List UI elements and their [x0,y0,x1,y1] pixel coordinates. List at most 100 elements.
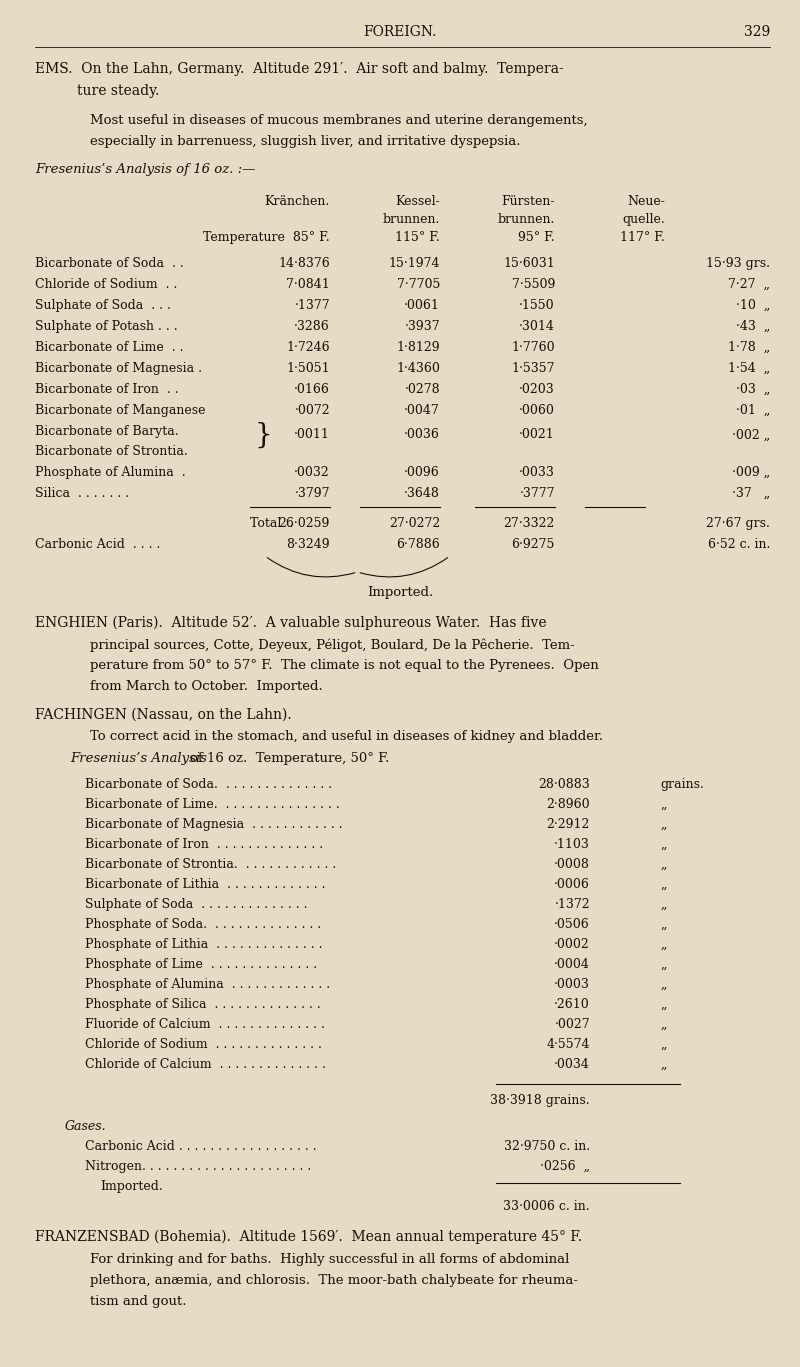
Text: „: „ [660,817,666,831]
Text: „: „ [660,858,666,871]
Text: Bicarbonate of Magnesia  . . . . . . . . . . . .: Bicarbonate of Magnesia . . . . . . . . … [85,817,342,831]
Text: Bicarbonate of Soda  . .: Bicarbonate of Soda . . [35,257,184,271]
Text: ·0166: ·0166 [294,383,330,396]
Text: ·0096: ·0096 [404,466,440,478]
Text: ·3648: ·3648 [404,487,440,500]
Text: ·002 „: ·002 „ [732,428,770,442]
Text: 115° F.: 115° F. [395,231,440,243]
Text: 1·4360: 1·4360 [396,362,440,375]
Text: Fürsten-: Fürsten- [502,195,555,208]
Text: ·3797: ·3797 [294,487,330,500]
Text: ·0278: ·0278 [404,383,440,396]
Text: 2·2912: 2·2912 [546,817,590,831]
Text: EMS.  On the Lahn, Germany.  Altitude 291′.  Air soft and balmy.  Tempera-: EMS. On the Lahn, Germany. Altitude 291′… [35,62,564,77]
Text: Neue-: Neue- [627,195,665,208]
Text: 15·93 grs.: 15·93 grs. [706,257,770,271]
Text: ·0011: ·0011 [294,428,330,442]
Text: Phosphate of Lime  . . . . . . . . . . . . . .: Phosphate of Lime . . . . . . . . . . . … [85,958,317,971]
Text: For drinking and for baths.  Highly successful in all forms of abdominal: For drinking and for baths. Highly succe… [90,1254,570,1266]
Text: Sulphate of Potash . . .: Sulphate of Potash . . . [35,320,178,334]
Text: ·1103: ·1103 [554,838,590,852]
Text: Imported.: Imported. [100,1180,162,1193]
Text: 1·8129: 1·8129 [396,340,440,354]
Text: ·0033: ·0033 [519,466,555,478]
Text: Phosphate of Alumina  .: Phosphate of Alumina . [35,466,186,478]
Text: ·43  „: ·43 „ [736,320,770,334]
Text: FRANZENSBAD (Bohemia).  Altitude 1569′.  Mean annual temperature 45° F.: FRANZENSBAD (Bohemia). Altitude 1569′. M… [35,1230,582,1244]
Text: ENGHIEN (Paris).  Altitude 52′.  A valuable sulphureous Water.  Has five: ENGHIEN (Paris). Altitude 52′. A valuabl… [35,617,546,630]
Text: Sulphate of Soda  . . .: Sulphate of Soda . . . [35,299,171,312]
Text: 33·0006 c. in.: 33·0006 c. in. [503,1200,590,1213]
Text: 7·7705: 7·7705 [397,278,440,291]
Text: ·1372: ·1372 [554,898,590,910]
Text: ·3286: ·3286 [294,320,330,334]
Text: ·0021: ·0021 [519,428,555,442]
Text: Bicarbonate of Iron  . . . . . . . . . . . . . .: Bicarbonate of Iron . . . . . . . . . . … [85,838,323,852]
Text: principal sources, Cotte, Deyeux, Péligot, Boulard, De la Pêcherie.  Tem-: principal sources, Cotte, Deyeux, Péligo… [90,638,574,652]
Text: ·0203: ·0203 [519,383,555,396]
Text: 7·5509: 7·5509 [512,278,555,291]
Text: 27·67 grs.: 27·67 grs. [706,517,770,530]
Text: 95° F.: 95° F. [518,231,555,243]
Text: ·3777: ·3777 [519,487,555,500]
Text: „: „ [660,977,666,991]
Text: Silica  . . . . . . .: Silica . . . . . . . [35,487,129,500]
Text: „: „ [660,1018,666,1031]
Text: FACHINGEN (Nassau, on the Lahn).: FACHINGEN (Nassau, on the Lahn). [35,708,292,722]
Text: „: „ [660,878,666,891]
Text: 1·5357: 1·5357 [511,362,555,375]
Text: Temperature  85° F.: Temperature 85° F. [203,231,330,243]
Text: ·1377: ·1377 [294,299,330,312]
Text: 32·9750 c. in.: 32·9750 c. in. [504,1140,590,1152]
Text: „: „ [660,898,666,910]
Text: ·0004: ·0004 [554,958,590,971]
Text: „: „ [660,1058,666,1070]
Text: ·1550: ·1550 [519,299,555,312]
Text: grains.: grains. [660,778,704,791]
Text: ·0061: ·0061 [404,299,440,312]
Text: ·03  „: ·03 „ [736,383,770,396]
Text: Bicarbonate of Baryta.: Bicarbonate of Baryta. [35,425,178,437]
Text: Bicarbonate of Soda.  . . . . . . . . . . . . . .: Bicarbonate of Soda. . . . . . . . . . .… [85,778,332,791]
Text: 27·3322: 27·3322 [504,517,555,530]
Text: from March to October.  Imported.: from March to October. Imported. [90,679,322,693]
Text: ·0036: ·0036 [404,428,440,442]
Text: Most useful in diseases of mucous membranes and uterine derangements,: Most useful in diseases of mucous membra… [90,113,588,127]
Text: Imported.: Imported. [367,586,433,599]
Text: ·0008: ·0008 [554,858,590,871]
Text: 15·6031: 15·6031 [503,257,555,271]
Text: 7·0841: 7·0841 [286,278,330,291]
Text: FOREIGN.: FOREIGN. [363,25,437,40]
Text: Phosphate of Soda.  . . . . . . . . . . . . . .: Phosphate of Soda. . . . . . . . . . . .… [85,919,322,931]
Text: 6·7886: 6·7886 [396,539,440,551]
Text: ·0006: ·0006 [554,878,590,891]
Text: Bicarbonate of Strontia.  . . . . . . . . . . . .: Bicarbonate of Strontia. . . . . . . . .… [85,858,336,871]
Text: „: „ [660,798,666,811]
Text: ·3937: ·3937 [404,320,440,334]
Text: ·0506: ·0506 [554,919,590,931]
Text: ·0047: ·0047 [404,405,440,417]
Text: 27·0272: 27·0272 [389,517,440,530]
Text: quelle.: quelle. [622,213,665,226]
Text: Gases.: Gases. [65,1120,106,1133]
Text: 329: 329 [744,25,770,40]
Text: 6·9275: 6·9275 [512,539,555,551]
Text: perature from 50° to 57° F.  The climate is not equal to the Pyrenees.  Open: perature from 50° to 57° F. The climate … [90,659,598,673]
Text: 6·52 c. in.: 6·52 c. in. [708,539,770,551]
Text: Bicarbonate of Lithia  . . . . . . . . . . . . .: Bicarbonate of Lithia . . . . . . . . . … [85,878,326,891]
Text: ·2610: ·2610 [554,998,590,1012]
Text: 117° F.: 117° F. [620,231,665,243]
Text: Bicarbonate of Iron  . .: Bicarbonate of Iron . . [35,383,178,396]
Text: „: „ [660,958,666,971]
Text: Bicarbonate of Lime  . .: Bicarbonate of Lime . . [35,340,183,354]
Text: Bicarbonate of Magnesia .: Bicarbonate of Magnesia . [35,362,202,375]
Text: Phosphate of Alumina  . . . . . . . . . . . . .: Phosphate of Alumina . . . . . . . . . .… [85,977,330,991]
Text: 1·7246: 1·7246 [286,340,330,354]
Text: 15·1974: 15·1974 [389,257,440,271]
Text: Phosphate of Lithia  . . . . . . . . . . . . . .: Phosphate of Lithia . . . . . . . . . . … [85,938,322,951]
Text: Carbonic Acid . . . . . . . . . . . . . . . . . .: Carbonic Acid . . . . . . . . . . . . . … [85,1140,317,1152]
Text: }: } [255,421,273,448]
Text: Kessel-: Kessel- [395,195,440,208]
Text: ture steady.: ture steady. [77,83,159,98]
Text: 2·8960: 2·8960 [546,798,590,811]
